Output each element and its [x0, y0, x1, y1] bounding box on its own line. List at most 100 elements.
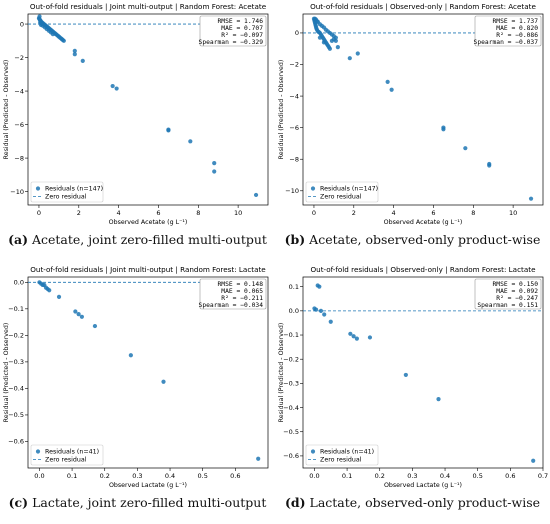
y-tick-label: 0.1 — [289, 283, 299, 291]
legend-marker-residuals — [35, 449, 41, 454]
x-tick-label: 0.5 — [473, 472, 483, 480]
y-tick-label: −0.1 — [283, 331, 299, 339]
stats-line: MAE = 0.092 — [496, 288, 538, 295]
y-tick-label: −0.3 — [8, 358, 24, 366]
y-tick-label: 0.0 — [289, 307, 299, 315]
data-point — [531, 458, 536, 463]
y-tick-label: −0.6 — [8, 438, 24, 446]
data-point — [347, 56, 352, 61]
data-point — [37, 14, 42, 19]
data-point — [128, 353, 133, 358]
stats-line: MAE = 0.820 — [496, 25, 538, 32]
x-tick-label: 0.0 — [309, 472, 319, 480]
caption-text: Acetate, observed-only product-wise — [309, 232, 541, 247]
plot-frame — [302, 13, 544, 206]
data-point — [80, 58, 85, 64]
y-tick-label: −10 — [285, 187, 299, 195]
y-tick-label: −2 — [14, 54, 24, 62]
legend-box — [305, 444, 379, 466]
legend-box — [30, 444, 104, 466]
legend-label-residuals: Residuals (n=147) — [45, 186, 103, 193]
legend-label-residuals: Residuals (n=147) — [320, 186, 378, 193]
caption-letter: (c) — [8, 495, 29, 510]
x-tick-label: 0.2 — [375, 472, 385, 480]
x-axis-label: Observed Lactate (g L⁻¹) — [384, 482, 462, 489]
stats-box — [474, 15, 542, 47]
data-point — [317, 35, 323, 40]
y-axis-label: Residual (Predicted - Observed) — [278, 323, 285, 423]
data-point — [354, 336, 359, 341]
x-tick-label: 0.3 — [407, 472, 417, 480]
data-point — [348, 331, 353, 336]
data-point — [333, 38, 338, 43]
y-tick-label: −0.6 — [283, 452, 299, 460]
chart-title: Out-of-fold residuals | Observed-only | … — [310, 2, 536, 11]
chart-svg-d: Out-of-fold residuals | Observed-only | … — [278, 265, 548, 489]
caption-b: (b) Acetate, observed-only product-wise — [275, 232, 550, 247]
caption-a: (a) Acetate, joint zero-filled multi-out… — [0, 232, 275, 247]
data-point — [403, 372, 408, 378]
data-point — [79, 314, 84, 319]
chart-svg-b: Out-of-fold residuals | Observed-only | … — [278, 2, 544, 226]
data-point — [76, 312, 81, 317]
x-tick-label: 0.1 — [342, 472, 352, 480]
x-tick-label: 0.7 — [538, 472, 548, 480]
x-tick-label: 2 — [77, 209, 81, 217]
y-tick-label: −0.3 — [283, 380, 299, 388]
x-tick-label: 0 — [312, 209, 316, 217]
data-point — [313, 307, 319, 312]
stats-line: Spearman = 0.151 — [477, 302, 538, 309]
stats-line: MAE = 0.707 — [221, 25, 263, 32]
data-point — [114, 86, 119, 91]
y-axis-label: Residual (Predicted - Observed) — [278, 60, 285, 160]
y-axis-label: Residual (Predicted - Observed) — [3, 323, 10, 423]
data-point — [331, 33, 336, 39]
plot-frame — [27, 276, 269, 469]
y-tick-label: −2 — [289, 61, 299, 69]
data-point — [72, 52, 77, 57]
stats-line: R² = −0.086 — [496, 32, 538, 39]
data-point — [50, 32, 55, 37]
x-tick-label: 0.1 — [67, 472, 77, 480]
y-tick-label: −0.4 — [283, 404, 299, 412]
caption-text: Acetate, joint zero-filled multi-output — [31, 232, 267, 247]
data-point — [328, 319, 333, 324]
legend-marker-residuals — [35, 186, 41, 191]
y-tick-label: −0.5 — [8, 411, 24, 419]
x-tick-label: 0.2 — [100, 472, 110, 480]
caption-c: (c) Lactate, joint zero-filled multi-out… — [0, 495, 275, 510]
stats-line: RMSE = 1.737 — [493, 18, 539, 25]
y-tick-label: −6 — [289, 124, 299, 132]
x-tick-label: 4 — [117, 209, 121, 217]
x-tick-label: 0.6 — [230, 472, 240, 480]
stats-line: RMSE = 1.746 — [218, 18, 264, 25]
caption-d: (d) Lactate, observed-only product-wise — [275, 495, 550, 510]
data-point — [441, 127, 446, 132]
y-tick-label: −8 — [14, 154, 24, 162]
x-tick-label: 4 — [392, 209, 396, 217]
chart-svg-c: Out-of-fold residuals | Joint multi-outp… — [3, 265, 269, 489]
x-tick-label: 0.5 — [198, 472, 208, 480]
data-point — [389, 87, 394, 92]
data-point — [61, 38, 66, 43]
x-tick-label: 0 — [37, 209, 41, 217]
x-tick-label: 0.0 — [34, 472, 44, 480]
data-point — [335, 45, 340, 50]
stats-line: R² = −0.211 — [221, 295, 263, 302]
data-point — [321, 40, 327, 45]
legend-marker-residuals — [310, 186, 316, 191]
stats-line: R² = −0.097 — [221, 32, 263, 39]
x-tick-label: 0.6 — [505, 472, 515, 480]
chart-title: Out-of-fold residuals | Observed-only | … — [310, 265, 536, 274]
data-point — [212, 169, 217, 174]
stats-box — [199, 15, 267, 47]
legend-label-zero: Zero residual — [320, 457, 362, 464]
legend-label-residuals: Residuals (n=41) — [320, 449, 374, 456]
stats-line: Spearman = −0.037 — [474, 39, 539, 46]
y-tick-label: −10 — [10, 188, 24, 196]
y-tick-label: −0.2 — [8, 332, 24, 340]
data-point — [110, 83, 115, 89]
data-point — [166, 128, 171, 133]
x-tick-label: 10 — [509, 209, 517, 217]
data-point — [161, 379, 166, 384]
